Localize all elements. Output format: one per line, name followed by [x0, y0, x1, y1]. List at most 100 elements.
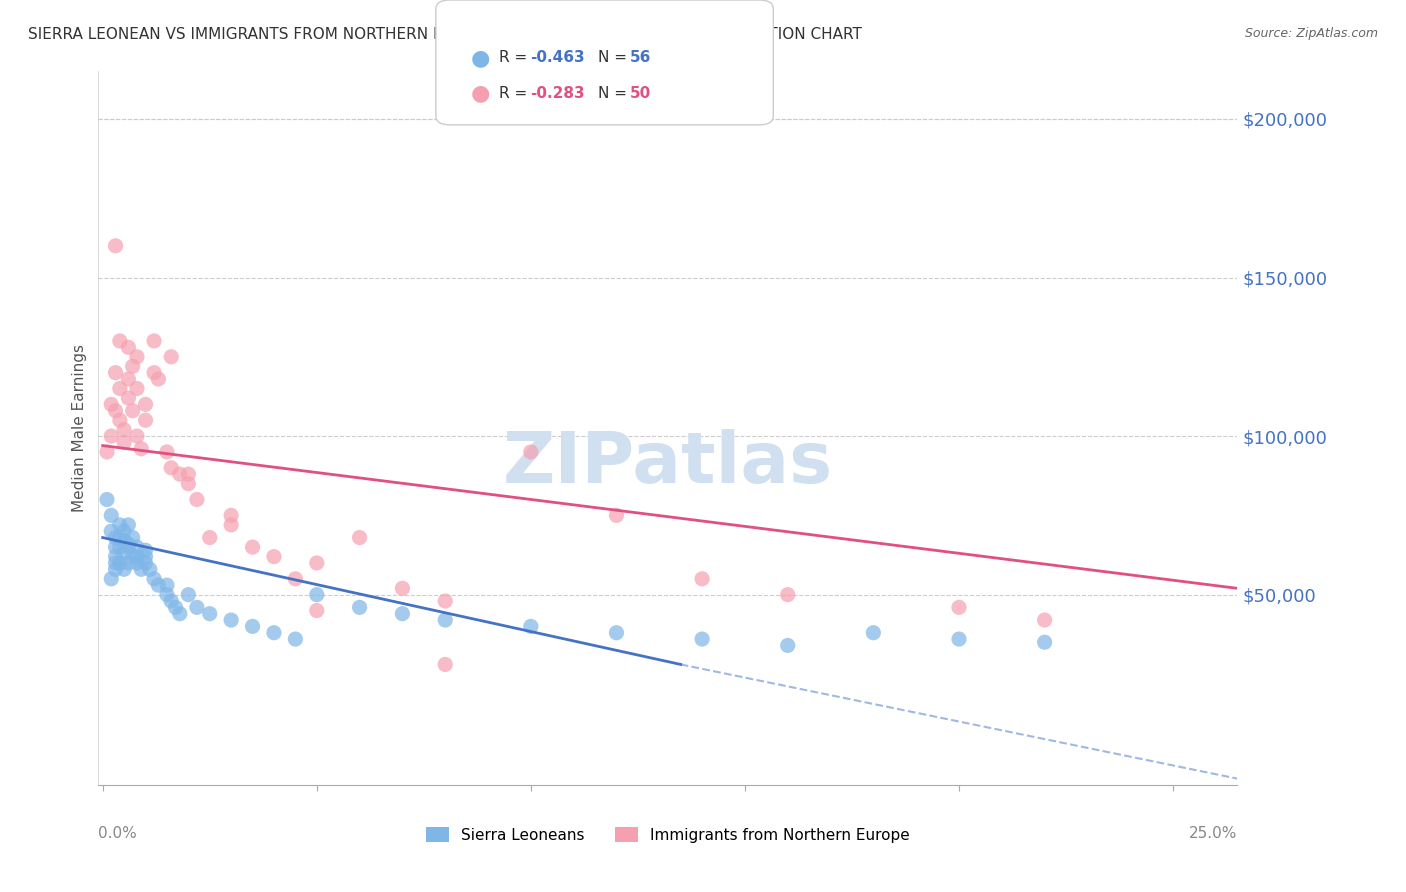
Point	[108, 334, 131, 348]
Point	[165, 600, 187, 615]
Point	[198, 607, 221, 621]
Point	[125, 540, 148, 554]
Point	[108, 531, 131, 545]
Point	[776, 588, 799, 602]
Point	[156, 578, 179, 592]
Legend: Sierra Leoneans, Immigrants from Northern Europe: Sierra Leoneans, Immigrants from Norther…	[420, 821, 915, 848]
Point	[125, 429, 148, 443]
Point	[156, 445, 179, 459]
Point	[129, 562, 152, 576]
Point	[690, 572, 713, 586]
Text: ●: ●	[471, 48, 491, 68]
Point	[125, 556, 148, 570]
Point	[186, 492, 208, 507]
Point	[104, 556, 127, 570]
Point	[139, 562, 162, 576]
Point	[219, 508, 242, 523]
Point	[169, 467, 191, 482]
Point	[156, 588, 179, 602]
Point	[305, 603, 328, 617]
Point	[1033, 635, 1056, 649]
Text: -0.463: -0.463	[530, 51, 585, 65]
Text: ZIPatlas: ZIPatlas	[503, 429, 832, 499]
Point	[177, 476, 200, 491]
Point	[349, 600, 371, 615]
Point	[117, 340, 139, 354]
Point	[148, 578, 170, 592]
Point	[690, 632, 713, 646]
Point	[948, 632, 970, 646]
Text: N =: N =	[598, 87, 631, 101]
Point	[1033, 613, 1056, 627]
Point	[100, 508, 122, 523]
Point	[134, 556, 156, 570]
Point	[160, 350, 183, 364]
Point	[391, 582, 413, 596]
Point	[104, 549, 127, 564]
Point	[117, 517, 139, 532]
Point	[117, 556, 139, 570]
Point	[108, 556, 131, 570]
Point	[125, 350, 148, 364]
Point	[100, 397, 122, 411]
Point	[776, 639, 799, 653]
Point	[520, 445, 543, 459]
Point	[121, 531, 143, 545]
Point	[148, 372, 170, 386]
Text: R =: R =	[499, 51, 533, 65]
Point	[242, 619, 264, 633]
Point	[434, 594, 457, 608]
Text: N =: N =	[598, 51, 631, 65]
Point	[112, 533, 135, 548]
Point	[108, 540, 131, 554]
Point	[121, 549, 143, 564]
Text: R =: R =	[499, 87, 533, 101]
Point	[198, 531, 221, 545]
Point	[104, 562, 127, 576]
Point	[129, 442, 152, 456]
Point	[121, 359, 143, 374]
Point	[177, 467, 200, 482]
Point	[117, 540, 139, 554]
Text: 50: 50	[630, 87, 651, 101]
Point	[104, 366, 127, 380]
Point	[125, 382, 148, 396]
Point	[117, 537, 139, 551]
Point	[134, 543, 156, 558]
Text: ●: ●	[471, 84, 491, 103]
Point	[104, 403, 127, 417]
Point	[605, 625, 627, 640]
Point	[112, 546, 135, 560]
Point	[169, 607, 191, 621]
Point	[177, 588, 200, 602]
Point	[117, 372, 139, 386]
Point	[104, 239, 127, 253]
Point	[263, 549, 285, 564]
Point	[108, 413, 131, 427]
Point	[605, 508, 627, 523]
Point	[434, 613, 457, 627]
Point	[349, 531, 371, 545]
Point	[160, 460, 183, 475]
Point	[108, 382, 131, 396]
Text: 56: 56	[630, 51, 651, 65]
Text: Source: ZipAtlas.com: Source: ZipAtlas.com	[1244, 27, 1378, 40]
Point	[125, 549, 148, 564]
Point	[143, 572, 166, 586]
Point	[284, 572, 307, 586]
Point	[219, 517, 242, 532]
Point	[143, 366, 166, 380]
Text: 0.0%: 0.0%	[98, 827, 138, 841]
Text: 25.0%: 25.0%	[1189, 827, 1237, 841]
Point	[100, 524, 122, 539]
Point	[112, 524, 135, 539]
Point	[108, 517, 131, 532]
Text: SIERRA LEONEAN VS IMMIGRANTS FROM NORTHERN EUROPE MEDIAN MALE EARNINGS CORRELATI: SIERRA LEONEAN VS IMMIGRANTS FROM NORTHE…	[28, 27, 862, 42]
Point	[112, 423, 135, 437]
Point	[96, 445, 118, 459]
Text: -0.283: -0.283	[530, 87, 585, 101]
Point	[112, 435, 135, 450]
Point	[186, 600, 208, 615]
Point	[160, 594, 183, 608]
Point	[104, 540, 127, 554]
